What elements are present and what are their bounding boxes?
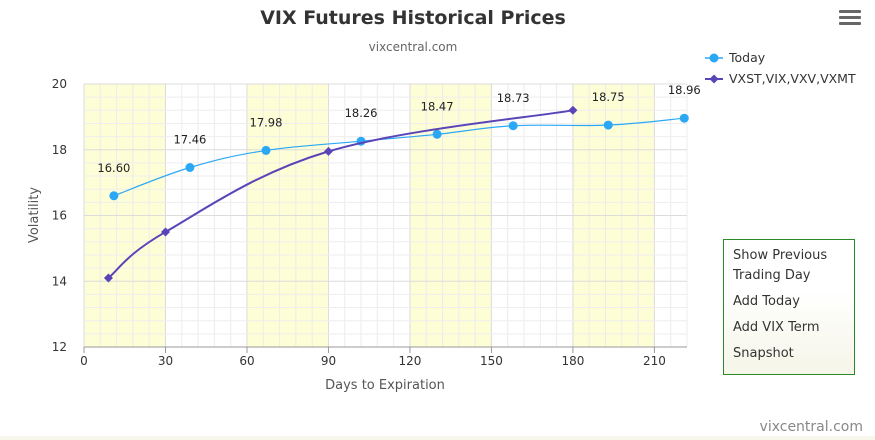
legend-label: Today bbox=[728, 50, 766, 65]
data-point[interactable] bbox=[323, 146, 333, 156]
data-point[interactable] bbox=[568, 105, 578, 115]
y-tick-label: 18 bbox=[52, 143, 67, 157]
data-label: 17.46 bbox=[173, 133, 206, 147]
chart-subtitle: vixcentral.com bbox=[369, 40, 458, 54]
data-label: 18.73 bbox=[497, 91, 530, 105]
data-label: 18.75 bbox=[592, 90, 625, 104]
y-tick-label: 14 bbox=[52, 274, 67, 288]
axes: 0 30 60 90 120 150 180 210 12 14 16 18 20 bbox=[52, 77, 687, 368]
data-point[interactable] bbox=[432, 129, 442, 139]
data-point[interactable] bbox=[679, 113, 689, 123]
x-tick-label: 150 bbox=[480, 354, 503, 368]
legend-label: VXST,VIX,VXV,VXMT bbox=[729, 71, 856, 86]
x-tick-label: 60 bbox=[239, 354, 254, 368]
data-label: 16.60 bbox=[97, 161, 130, 175]
x-axis-label: Days to Expiration bbox=[325, 378, 445, 393]
data-point[interactable] bbox=[185, 163, 195, 173]
x-tick-label: 180 bbox=[561, 354, 584, 368]
footer-strip bbox=[0, 436, 875, 440]
add-today-button[interactable]: Add Today bbox=[733, 294, 800, 309]
grid-lines bbox=[83, 83, 688, 348]
x-tick-label: 90 bbox=[321, 354, 336, 368]
x-tick-label: 120 bbox=[398, 354, 421, 368]
snapshot-button[interactable]: Snapshot bbox=[733, 346, 794, 361]
data-point[interactable] bbox=[603, 120, 613, 130]
data-label: 18.96 bbox=[668, 83, 701, 97]
series-layer: 16.60 17.46 17.98 18.26 18.47 18.73 18.75 18.96 bbox=[97, 83, 701, 283]
data-point[interactable] bbox=[160, 227, 170, 237]
legend-item-1[interactable]: VXST,VIX,VXV,VXMT bbox=[705, 71, 856, 86]
add-vix-term-button[interactable]: Add VIX Term bbox=[733, 320, 820, 335]
data-point[interactable] bbox=[109, 191, 119, 201]
x-tick-label: 210 bbox=[643, 354, 666, 368]
y-axis-label: Volatility bbox=[27, 187, 42, 243]
credits-link[interactable]: vixcentral.com bbox=[760, 419, 863, 435]
y-tick-label: 20 bbox=[52, 77, 67, 91]
legend[interactable]: Today VXST,VIX,VXV,VXMT bbox=[705, 50, 856, 86]
x-tick-label: 0 bbox=[80, 354, 88, 368]
data-label: 18.26 bbox=[345, 106, 378, 120]
options-panel: Show Previous Trading Day Add Today Add … bbox=[723, 239, 855, 375]
series-line-1 bbox=[107, 109, 574, 279]
y-tick-label: 12 bbox=[52, 340, 67, 354]
legend-item-0[interactable]: Today bbox=[705, 50, 766, 65]
data-point[interactable] bbox=[508, 121, 518, 131]
chart-title: VIX Futures Historical Prices bbox=[260, 7, 566, 29]
data-label: 18.47 bbox=[421, 99, 454, 113]
x-tick-label: 30 bbox=[158, 354, 173, 368]
data-point[interactable] bbox=[103, 273, 113, 283]
show-previous-trading-day-button[interactable]: Show Previous Trading Day bbox=[733, 248, 828, 283]
data-label: 17.98 bbox=[250, 115, 283, 129]
data-point[interactable] bbox=[261, 145, 271, 155]
y-tick-label: 16 bbox=[52, 209, 67, 223]
hamburger-menu-icon[interactable] bbox=[839, 10, 861, 28]
